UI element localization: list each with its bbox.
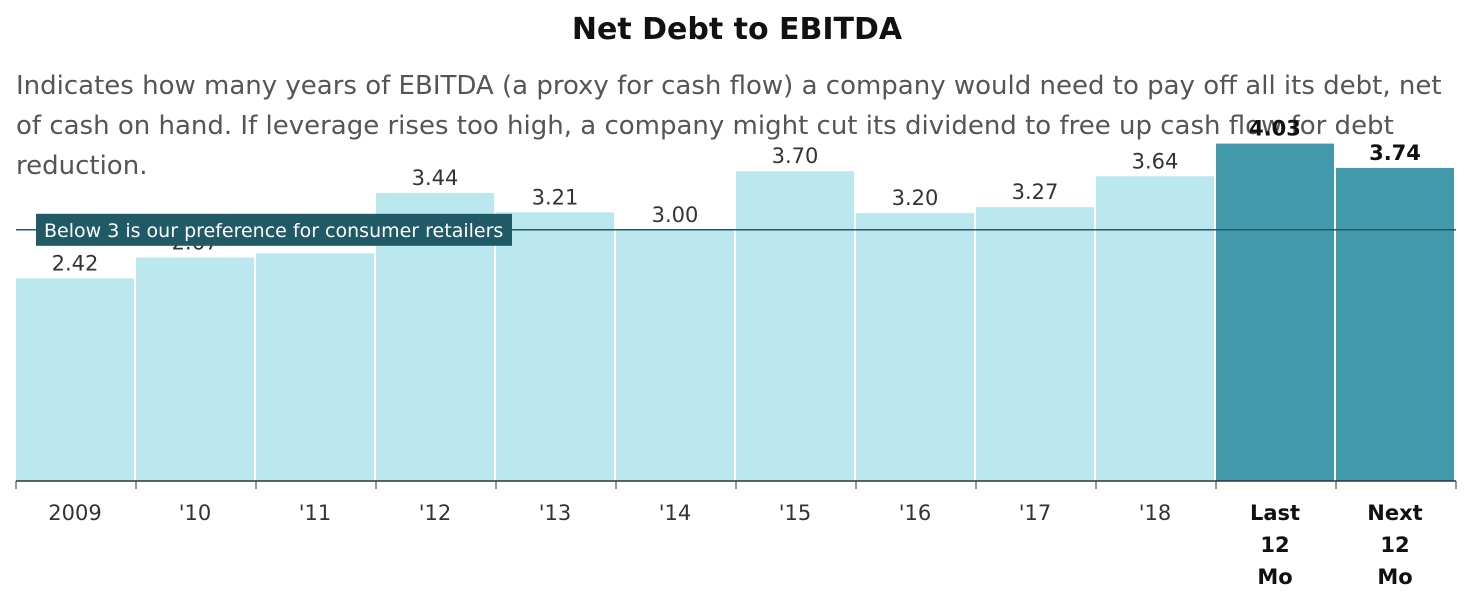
chart-title: Net Debt to EBITDA xyxy=(571,12,903,47)
x-axis: 2009 '10 '11 '12 '13 '14 '15 '16 '17 '18 Last 12 Mo N… xyxy=(15,480,1457,589)
value-label: 2.42 xyxy=(52,251,99,275)
bar xyxy=(16,278,134,481)
bar xyxy=(1336,167,1454,481)
bar xyxy=(976,207,1094,481)
bar xyxy=(1216,143,1334,481)
x-tick-label: '10 xyxy=(179,501,212,525)
value-labels-layer: 2.422.672.723.443.213.003.703.203.273.64… xyxy=(52,117,1421,276)
value-label: 4.03 xyxy=(1249,117,1301,141)
bar xyxy=(136,257,254,481)
x-tick-label: '13 xyxy=(539,501,572,525)
x-tick-label: '17 xyxy=(1019,501,1052,525)
x-tick-label: '11 xyxy=(299,501,332,525)
bar xyxy=(856,213,974,481)
chart-subtitle: Indicates how many years of EBITDA (a pr… xyxy=(16,71,1442,181)
value-label: 3.74 xyxy=(1369,141,1421,165)
value-label: 3.64 xyxy=(1132,149,1179,173)
bar xyxy=(736,171,854,481)
x-tick-label: 2009 xyxy=(48,501,101,525)
x-tick-label: '16 xyxy=(899,501,932,525)
value-label: 3.20 xyxy=(892,186,939,210)
x-tick-label: '15 xyxy=(779,501,812,525)
x-tick-label: Next 12 Mo xyxy=(1367,501,1422,589)
reference-label: Below 3 is our preference for consumer r… xyxy=(44,220,503,242)
bar xyxy=(256,253,374,481)
reference-label-bg xyxy=(36,213,512,246)
bar xyxy=(616,229,734,481)
value-label: 3.27 xyxy=(1012,180,1059,204)
value-label: 3.00 xyxy=(652,203,699,227)
value-label: 3.21 xyxy=(532,185,579,209)
bars-layer xyxy=(16,143,1454,482)
x-tick-label: '18 xyxy=(1139,501,1172,525)
x-tick-label: Last 12 Mo xyxy=(1250,501,1300,589)
reference-layer: Below 3 is our preference for consumer r… xyxy=(16,213,1456,246)
bar xyxy=(496,212,614,482)
value-label: 3.70 xyxy=(772,144,819,168)
bar xyxy=(1096,176,1214,482)
x-tick-label: '14 xyxy=(659,501,692,525)
x-tick-label: '12 xyxy=(419,501,452,525)
value-label: 3.44 xyxy=(412,166,459,190)
